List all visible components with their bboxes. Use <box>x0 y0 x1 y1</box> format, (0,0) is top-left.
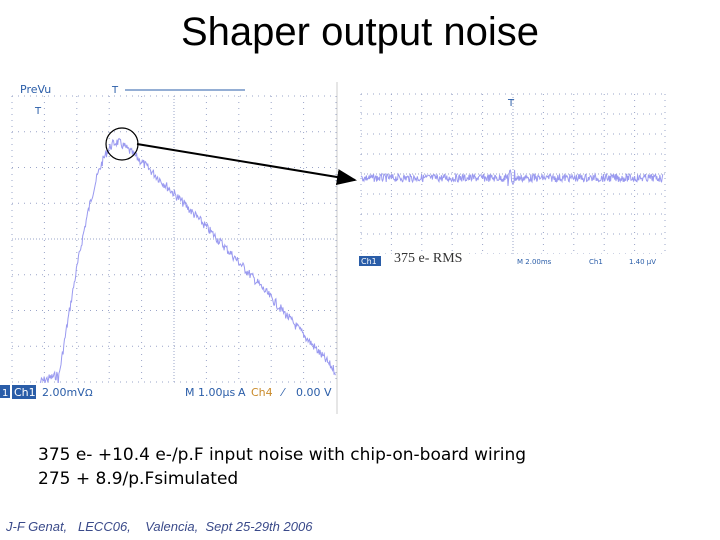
footer-author: J-F Genat, <box>6 519 68 534</box>
left-volts-per-div: 2.00mV <box>42 386 85 399</box>
right-timebase: M 2.00ms <box>517 258 552 266</box>
left-scope-screen: PreVu T T 1 Ch1 2.00mV Ω M 1.00µs A Ch4 … <box>0 82 338 414</box>
channel-ground-marker: 1 <box>2 388 8 399</box>
caption-line-1: 375 e- +10.4 e-/p.F input noise with chi… <box>38 445 527 465</box>
caption-line-2: 275 + 8.9/p.Fsimulated <box>38 469 239 489</box>
left-channel-label: Ch1 <box>14 386 36 399</box>
footer-place-date: Valencia, Sept 25-29th 2006 <box>145 519 313 534</box>
left-trigger-marker: T <box>34 106 42 117</box>
right-scope-screen: T Ch1 M 2.00ms Ch1 1.40 µV <box>357 90 669 268</box>
right-channel-label: Ch1 <box>361 257 377 266</box>
prevu-label: PreVu <box>20 83 51 96</box>
right-trigger-source: Ch1 <box>589 258 603 266</box>
ohm-symbol: Ω <box>85 388 93 399</box>
right-scope-trace <box>360 169 664 187</box>
footer-conference: LECC06, <box>78 519 131 534</box>
svg-text:⁄: ⁄ <box>279 386 286 399</box>
slide-title: Shaper output noise <box>180 10 540 54</box>
right-scope-graph: T Ch1 M 2.00ms Ch1 1.40 µV <box>357 90 669 268</box>
left-scope-graph: PreVu T T 1 Ch1 2.00mV Ω M 1.00µs A Ch4 … <box>0 82 338 414</box>
left-trigger-source: Ch4 <box>251 386 273 399</box>
right-trigger-level: 1.40 µV <box>629 258 656 266</box>
trigger-position-marker: T <box>111 85 119 96</box>
noise-rms-label: 375 e- RMS <box>392 251 465 267</box>
slide-footer: J-F Genat, LECC06, Valencia, Sept 25-29t… <box>6 519 312 534</box>
right-trigger-marker: T <box>507 98 515 109</box>
left-scope-trace <box>39 137 336 385</box>
left-trigger-prefix: A <box>238 386 246 399</box>
left-trigger-level: 0.00 V <box>296 386 332 399</box>
left-timebase: M 1.00µs <box>185 386 235 399</box>
